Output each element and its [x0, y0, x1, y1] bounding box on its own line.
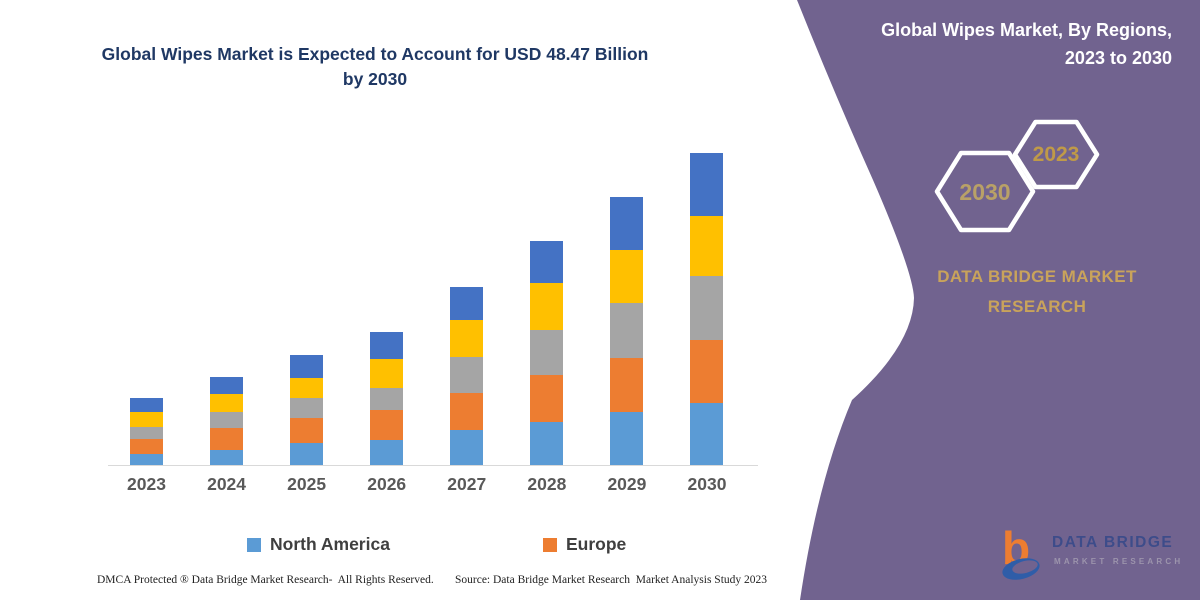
x-label-2028: 2028: [527, 474, 567, 494]
segment-series-4: [210, 394, 244, 413]
segment-series-3: [130, 427, 163, 440]
segment-series-4: [530, 282, 564, 330]
bar-2023: [130, 398, 163, 465]
segment-series-3: [450, 356, 484, 393]
bar-2027: [450, 286, 484, 465]
legend-swatch-icon: [247, 537, 261, 552]
segment-series-5: [370, 331, 404, 359]
legend: North America Europe: [0, 534, 780, 560]
footer-source: Source: Data Bridge Market Research Mark…: [455, 574, 768, 586]
segment-series-3: [370, 387, 404, 410]
x-axis-labels: 2023 2024 2025 2026 2027 2028 2029 2030: [108, 474, 758, 498]
hexagon-small-year: 2023: [1032, 143, 1080, 166]
bar-2030: [690, 153, 724, 465]
segment-north-america: [530, 421, 564, 465]
segment-north-america: [210, 450, 244, 465]
panel-shape: [797, 0, 1200, 600]
segment-series-4: [130, 412, 163, 428]
segment-north-america: [290, 443, 324, 465]
segment-series-5: [210, 376, 244, 395]
bar-2025: [290, 354, 324, 465]
segment-series-4: [290, 378, 324, 399]
bar-2028: [530, 241, 564, 465]
segment-europe: [450, 392, 484, 431]
dbmr-logo-subname: MARKET RESEARCH: [1054, 557, 1184, 566]
hexagon-small: [1012, 119, 1100, 190]
panel-title: Global Wipes Market, By Regions, 2023 to…: [881, 20, 1172, 68]
hexagon-large-year: 2030: [959, 179, 1011, 205]
legend-item-north-america: North America: [247, 534, 390, 555]
segment-series-4: [370, 358, 404, 388]
x-label-2029: 2029: [607, 474, 647, 494]
legend-swatch-icon: [543, 537, 557, 552]
segment-series-5: [450, 286, 484, 320]
segment-series-5: [690, 153, 724, 216]
segment-europe: [130, 439, 163, 455]
dbmr-logo-name: DATA BRIDGE: [1052, 534, 1174, 551]
dbmr-logo: b DATA BRIDGE MARKET RESEARCH: [1000, 524, 1180, 586]
segment-europe: [210, 428, 244, 451]
segment-series-3: [210, 412, 244, 429]
segment-series-4: [610, 250, 644, 303]
segment-europe: [690, 340, 724, 404]
x-label-2030: 2030: [687, 474, 727, 494]
footer-dmca: DMCA Protected ® Data Bridge Market Rese…: [97, 574, 434, 586]
bar-2026: [370, 331, 404, 465]
dbmr-logo-mark-icon: b: [1002, 524, 1040, 580]
segment-series-3: [530, 329, 564, 375]
x-label-2024: 2024: [207, 474, 247, 494]
segment-series-4: [450, 319, 484, 357]
x-label-2026: 2026: [367, 474, 407, 494]
legend-item-europe: Europe: [543, 534, 626, 555]
segment-series-4: [690, 215, 724, 276]
segment-series-3: [610, 302, 644, 359]
segment-europe: [290, 418, 324, 444]
legend-label: Europe: [566, 534, 627, 554]
segment-series-5: [610, 196, 644, 251]
legend-label: North America: [270, 534, 390, 554]
bar-2029: [610, 196, 644, 465]
segment-series-5: [290, 354, 324, 379]
chart-title: Global Wipes Market is Expected to Accou…: [101, 44, 649, 89]
segment-north-america: [610, 411, 644, 465]
purple-panel: [797, 0, 1200, 600]
plot-area: [108, 140, 758, 466]
x-label-2025: 2025: [287, 474, 327, 494]
segment-series-3: [690, 275, 724, 341]
x-label-2023: 2023: [127, 474, 166, 494]
segment-series-5: [130, 398, 163, 413]
bar-2024: [210, 376, 244, 465]
segment-north-america: [370, 439, 404, 465]
segment-europe: [610, 358, 644, 412]
segment-north-america: [690, 403, 724, 465]
hexagon-large: [934, 150, 1036, 233]
segment-series-5: [530, 241, 564, 283]
segment-europe: [530, 374, 564, 422]
segment-series-3: [290, 398, 324, 419]
brand-text: DATA BRIDGE MARKET RESEARCH: [937, 267, 1137, 316]
segment-north-america: [130, 454, 163, 465]
x-label-2027: 2027: [447, 474, 487, 494]
segment-north-america: [450, 430, 484, 465]
segment-europe: [370, 409, 404, 440]
